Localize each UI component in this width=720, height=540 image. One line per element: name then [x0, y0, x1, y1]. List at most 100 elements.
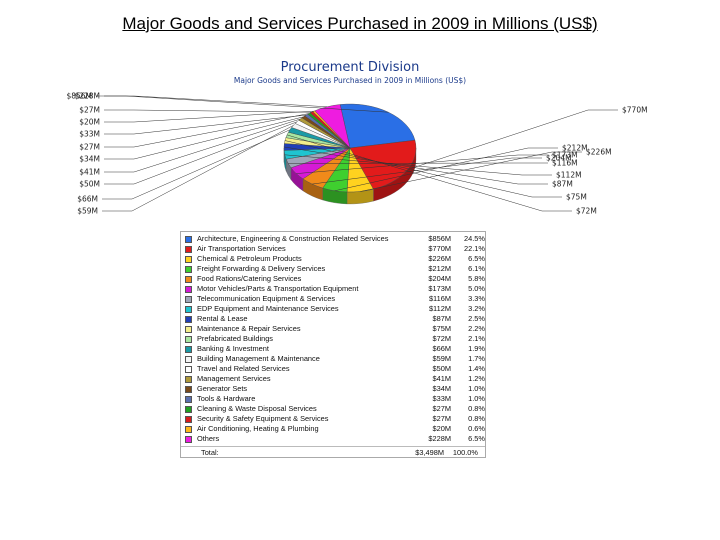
leader-line	[286, 134, 572, 212]
legend-percent: 0.6%	[468, 424, 485, 433]
leader-line	[284, 154, 552, 176]
legend-swatch	[185, 355, 192, 363]
legend-swatch	[185, 245, 192, 253]
legend-swatch	[185, 275, 192, 283]
legend-percent: 1.4%	[468, 364, 485, 373]
legend-row: Rental & Lease $87M 2.5%	[181, 314, 485, 324]
legend-table: Architecture, Engineering & Construction…	[180, 231, 486, 458]
legend-row: Telecommunication Equipment & Services $1…	[181, 294, 485, 304]
leader-line	[283, 146, 548, 185]
legend-row: Travel and Related Services $50M 1.4%	[181, 364, 485, 374]
legend-value: $34M	[432, 384, 452, 393]
legend-row: Cleaning & Waste Disposal Services $27M 0.…	[181, 404, 485, 414]
legend-row: Building Management & Maintenance $59M 1.7…	[181, 354, 485, 364]
legend-name: Architecture, Engineering & Construction…	[197, 234, 389, 243]
legend-value: $72M	[432, 334, 452, 343]
leader-line	[334, 147, 558, 192]
pie-slice	[314, 104, 351, 149]
legend-value: $20M	[432, 424, 452, 433]
leader-line	[288, 162, 548, 164]
legend-percent: 6.5%	[468, 254, 485, 263]
slice-label: $72M	[576, 207, 597, 216]
legend-total-percent: 100.0%	[452, 448, 478, 457]
legend-swatch	[185, 415, 192, 423]
legend-value: $66M	[432, 344, 452, 353]
legend-percent: 1.0%	[468, 394, 485, 403]
legend-row: Management Services $41M 1.2%	[181, 374, 485, 384]
legend-row: Architecture, Engineering & Construction…	[181, 234, 485, 244]
legend-swatch	[185, 345, 192, 353]
leader-line	[104, 116, 304, 160]
legend-name: Security & Safety Equipment & Services	[197, 414, 329, 423]
legend-row: Air Conditioning, Heating & Plumbing $20M…	[181, 424, 485, 434]
chart-title: Procurement Division	[280, 60, 420, 75]
chart-subtitle: Major Goods and Services Purchased in 20…	[233, 76, 467, 85]
legend-total-label: Total:	[201, 448, 219, 457]
slice-label: $856M	[66, 92, 92, 101]
legend-name: Building Management & Maintenance	[197, 354, 320, 363]
leader-line	[104, 109, 312, 113]
legend-name: Motor Vehicles/Parts & Transportation Eq…	[197, 284, 359, 293]
legend-name: Chemical & Petroleum Products	[197, 254, 302, 263]
legend-row: Chemical & Petroleum Products $226M 6.5%	[181, 254, 485, 264]
slice-label: $50M	[79, 180, 100, 189]
legend-value: $226M	[428, 254, 451, 263]
legend-total-value: $3,498M	[415, 448, 444, 457]
legend-row: Others $228M 6.5%	[181, 434, 485, 444]
legend-value: $212M	[428, 264, 451, 273]
legend-name: Generator Sets	[197, 384, 248, 393]
leader-line	[104, 113, 310, 148]
leader-line	[104, 110, 314, 123]
legend-value: $116M	[428, 294, 451, 303]
legend-swatch	[185, 405, 192, 413]
legend-row: Security & Safety Equipment & Services $2…	[181, 414, 485, 424]
legend-value: $856M	[428, 234, 451, 243]
legend-swatch	[185, 315, 192, 323]
legend-percent: 22.1%	[464, 244, 485, 253]
legend-row: Generator Sets $34M 1.0%	[181, 384, 485, 394]
slice-label: $27M	[79, 106, 100, 115]
legend-percent: 0.8%	[468, 414, 485, 423]
legend-swatch	[185, 295, 192, 303]
leader-line	[407, 109, 618, 170]
slice-label: $66M	[77, 195, 98, 204]
legend-name: Air Transportation Services	[197, 244, 286, 253]
slice-label: $87M	[552, 180, 573, 189]
slice-label: $41M	[79, 168, 100, 177]
legend-row: Tools & Hardware $33M 1.0%	[181, 394, 485, 404]
legend-value: $27M	[432, 414, 452, 423]
legend-name: Cleaning & Waste Disposal Services	[197, 404, 317, 413]
slice-label: $226M	[586, 148, 612, 157]
legend-swatch	[185, 255, 192, 263]
leader-line	[360, 151, 582, 192]
legend-row: Maintenance & Repair Services $75M 2.2%	[181, 324, 485, 334]
pie-chart: $856M $770M $226M$212M$204M$173M$116M $112M…	[66, 92, 648, 216]
slice-label: $116M	[552, 159, 578, 168]
slice-label: $112M	[556, 171, 582, 180]
leader-line	[104, 121, 298, 185]
legend-swatch	[185, 385, 192, 393]
legend-percent: 0.8%	[468, 404, 485, 413]
legend-swatch	[185, 285, 192, 293]
legend-swatch	[185, 365, 192, 373]
legend-percent: 1.0%	[468, 384, 485, 393]
slice-label: $173M	[552, 151, 578, 160]
legend-swatch	[185, 265, 192, 273]
slice-label: $770M	[622, 106, 648, 115]
slice-label: $20M	[79, 118, 100, 127]
legend-swatch	[185, 425, 192, 433]
slice-label: $27M	[79, 143, 100, 152]
legend-name: Food Rations/Catering Services	[197, 274, 302, 283]
legend-name: Tools & Hardware	[197, 394, 256, 403]
legend-name: Maintenance & Repair Services	[197, 324, 301, 333]
legend-row: Banking & Investment $66M 1.9%	[181, 344, 485, 354]
slide-title: Major Goods and Services Purchased in 20…	[122, 14, 598, 33]
legend-value: $41M	[432, 374, 452, 383]
legend-value: $27M	[432, 404, 452, 413]
legend-value: $770M	[428, 244, 451, 253]
legend-percent: 5.0%	[468, 284, 485, 293]
legend-value: $87M	[432, 314, 452, 323]
legend-value: $59M	[432, 354, 452, 363]
legend-row: Air Transportation Services $770M 22.1%	[181, 244, 485, 254]
legend-value: $204M	[428, 274, 451, 283]
